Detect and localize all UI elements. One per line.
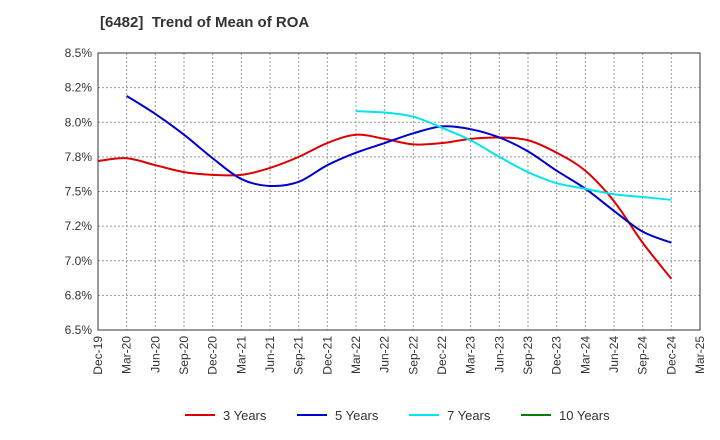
y-tick-label: 7.8% — [65, 150, 93, 164]
x-tick-label: Mar-24 — [578, 336, 592, 374]
x-tick-label: Sep-24 — [636, 336, 650, 375]
y-tick-label: 8.2% — [65, 81, 93, 95]
y-tick-label: 6.8% — [65, 288, 93, 302]
y-tick-label: 6.5% — [65, 323, 93, 337]
legend-label: 5 Years — [335, 408, 379, 423]
x-tick-label: Jun-23 — [492, 336, 506, 373]
plot-border — [97, 52, 701, 331]
x-tick-label: Jun-20 — [148, 336, 162, 373]
x-tick-label: Mar-21 — [234, 336, 248, 374]
y-tick-label: 7.5% — [65, 185, 93, 199]
series-line-3 — [355, 110, 672, 201]
x-tick-label: Mar-25 — [693, 336, 707, 374]
x-tick-label: Jun-22 — [378, 336, 392, 373]
chart-title: [6482] Trend of Mean of ROA — [100, 14, 310, 31]
y-tick-label: 7.0% — [65, 254, 93, 268]
legend-label: 3 Years — [223, 408, 267, 423]
x-tick-label: Sep-21 — [292, 336, 306, 375]
x-tick-label: Mar-22 — [349, 336, 363, 374]
x-tick-label: Sep-20 — [177, 336, 191, 375]
series-line-1 — [97, 133, 673, 280]
x-tick-label: Dec-24 — [664, 336, 678, 375]
x-tick-label: Mar-23 — [464, 336, 478, 374]
x-tick-label: Dec-21 — [320, 336, 334, 375]
legend-layer: 3 Years 5 Years 7 Years 10 Years — [185, 408, 610, 423]
legend-label: 7 Years — [447, 408, 491, 423]
x-tick-label: Dec-19 — [91, 336, 105, 375]
y-tick-label: 8.5% — [65, 46, 93, 60]
series-line-2 — [126, 95, 672, 244]
x-tick-label: Sep-22 — [406, 336, 420, 375]
legend-label: 10 Years — [559, 408, 610, 423]
x-tick-label: Mar-20 — [120, 336, 134, 374]
y-tick-label: 7.2% — [65, 219, 93, 233]
grid-layer — [97, 52, 701, 331]
x-tick-label: Dec-22 — [435, 336, 449, 375]
x-tick-label: Dec-23 — [550, 336, 564, 375]
x-tick-label: Sep-23 — [521, 336, 535, 375]
y-tick-label: 8.0% — [65, 115, 93, 129]
x-tick-label: Dec-20 — [206, 336, 220, 375]
x-tick-label: Jun-21 — [263, 336, 277, 373]
x-tick-label: Jun-24 — [607, 336, 621, 373]
axis-layer: 6.5% 6.8% 7.0% 7.2% 7.5% 7.8% 8.0% 8.2% 8.5% Dec-… — [65, 46, 707, 375]
series-layer — [97, 95, 673, 280]
